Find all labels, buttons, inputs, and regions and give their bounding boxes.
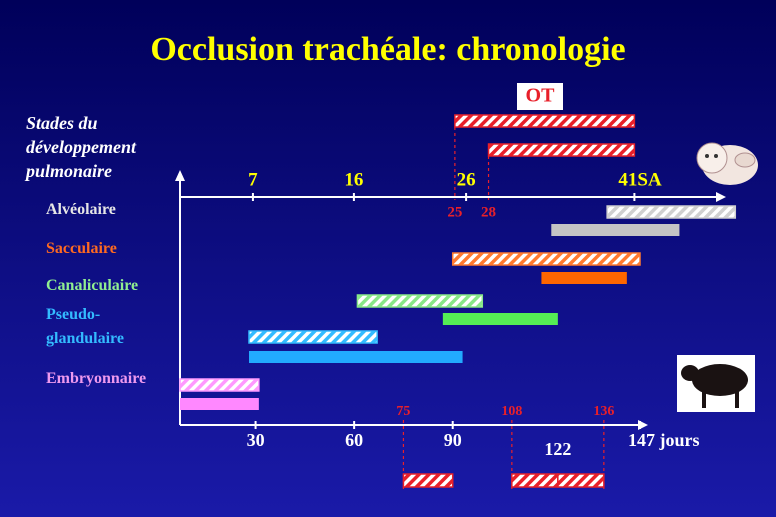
annotation: OT	[526, 85, 556, 107]
x-tick-label: 30	[247, 430, 265, 450]
bar	[454, 114, 636, 128]
x2-tick-label: 16	[344, 169, 363, 190]
sheep-icon	[677, 355, 755, 412]
marker-label: 136	[593, 404, 614, 419]
chart-title: Occlusion trachéale: chronologie	[150, 31, 625, 68]
bar	[402, 473, 454, 488]
bar	[551, 224, 680, 236]
bar	[487, 143, 636, 157]
bar	[248, 330, 378, 344]
bar	[180, 398, 259, 410]
marker-label: 108	[501, 404, 522, 419]
x-tick-label: 122	[544, 439, 571, 459]
axis-title: Stades du développement pulmonaire	[26, 113, 136, 181]
stage-label: Canaliculaire	[46, 277, 139, 294]
stage-label: Pseudo-glandulaire	[46, 306, 124, 347]
stage-label: Alvéolaire	[46, 201, 116, 218]
stage-label: Embryonnaire	[46, 370, 147, 387]
arrow	[716, 192, 726, 202]
bar	[541, 272, 627, 284]
bar	[356, 294, 484, 308]
stage-label: Sacculaire	[46, 240, 117, 257]
bar	[511, 473, 559, 488]
x-tick-label: 60	[345, 430, 363, 450]
x-tick-label: 147 jours	[628, 430, 700, 450]
arrow	[175, 170, 185, 181]
bar	[249, 351, 463, 363]
x2-tick-label: 7	[248, 169, 258, 190]
x2-tick-label: 26	[457, 169, 476, 190]
ot-box	[517, 83, 563, 110]
marker-label: 28	[481, 204, 496, 220]
bar	[606, 205, 737, 219]
marker-label: 25	[447, 204, 462, 220]
x-tick-label: 90	[444, 430, 462, 450]
bar	[442, 313, 558, 325]
bar	[179, 378, 260, 392]
fetus-icon	[696, 142, 758, 185]
x2-tick-label: 41SA	[618, 169, 662, 190]
marker-label: 75	[396, 404, 410, 419]
bar	[557, 473, 605, 488]
bar	[451, 252, 641, 266]
